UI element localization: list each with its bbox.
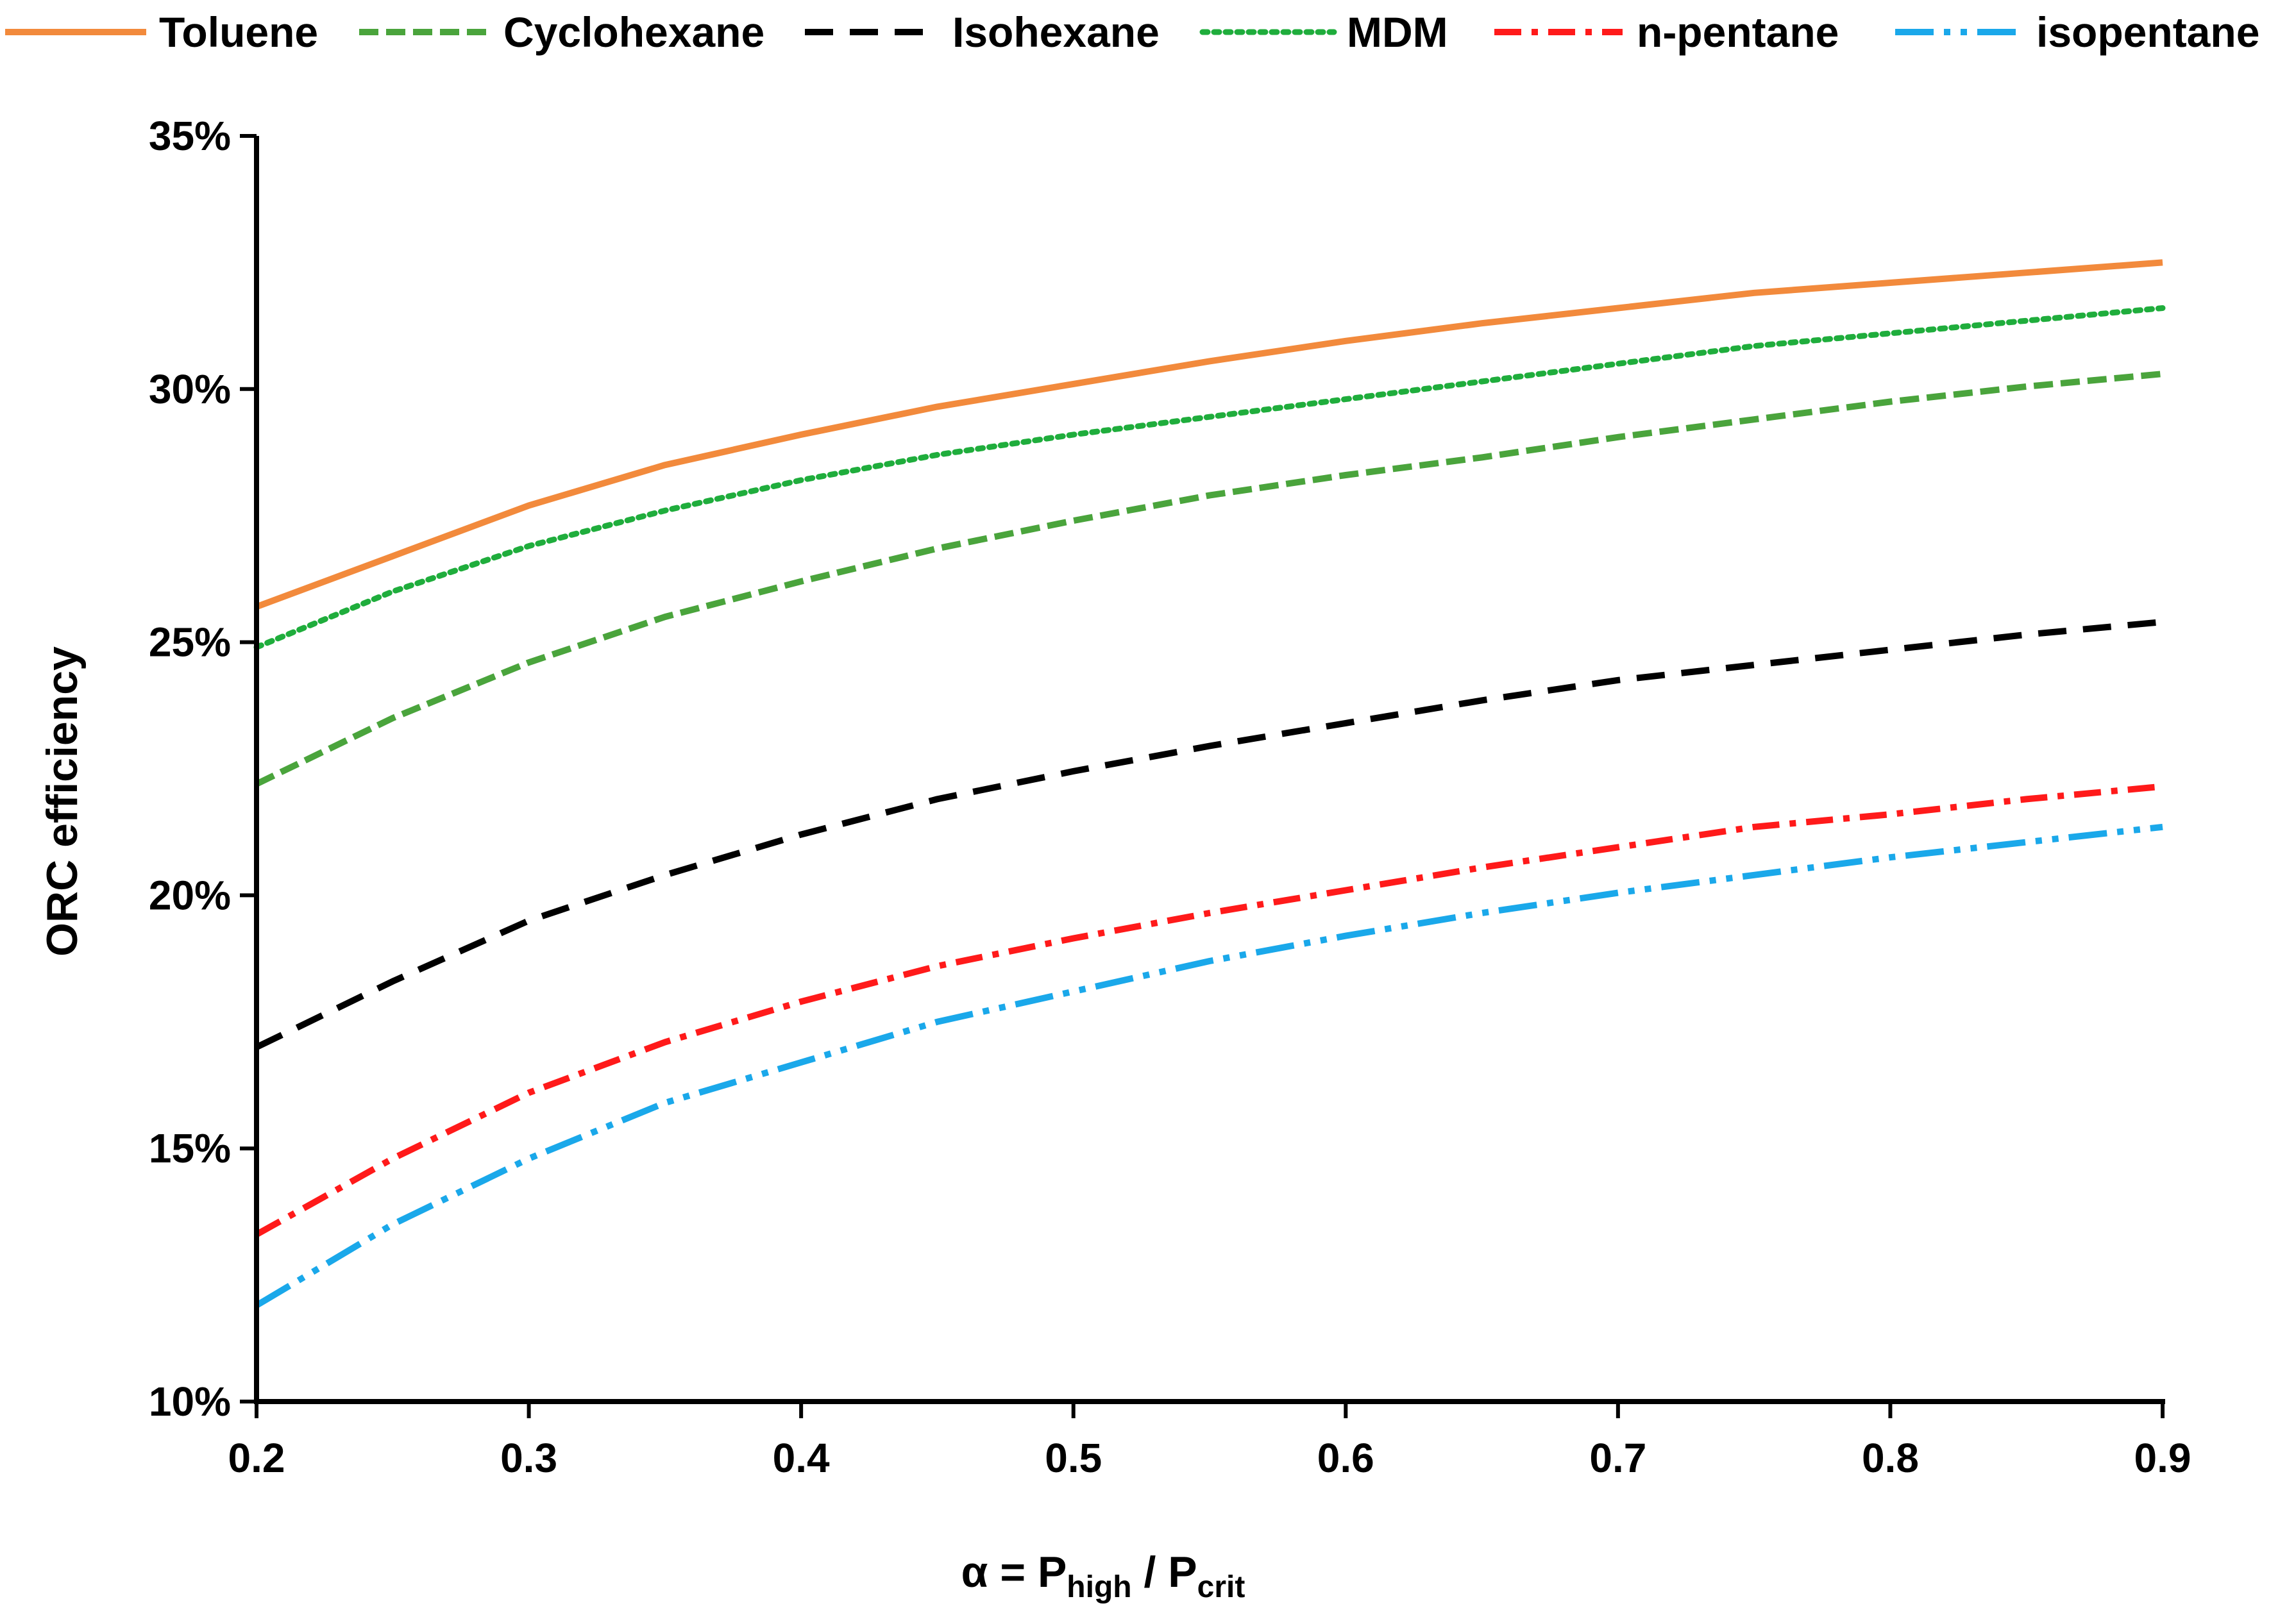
series-line-isohexane	[255, 619, 2163, 1050]
legend-label-n-pentane: n-pentane	[1637, 8, 1839, 56]
x-tick-label: 0.8	[1862, 1435, 1919, 1481]
axes: 10% 15% 20% 25% 30% 35% 0.2 0.3 0.4 0.5 0.6 0.7 0.8 0…	[149, 113, 2191, 1481]
legend: Toluene Cyclohexane Isohexane MDM n-pentane i…	[5, 8, 2259, 56]
y-tick-label: 25%	[149, 619, 231, 666]
series-line-n-pentane	[255, 783, 2163, 1237]
y-tick-label: 30%	[149, 366, 231, 412]
x-tick-label: 0.6	[1317, 1435, 1374, 1481]
y-axis-title: ORC efficiency	[38, 646, 87, 957]
x-axis-title: α = Phigh / Pcrit	[961, 1548, 1245, 1604]
y-tick-label: 20%	[149, 872, 231, 918]
x-tick-label: 0.5	[1045, 1435, 1102, 1481]
legend-label-isohexane: Isohexane	[952, 8, 1160, 56]
legend-label-isopentane: isopentane	[2036, 8, 2259, 56]
x-tick-label: 0.2	[228, 1435, 285, 1481]
x-tick-label: 0.7	[1589, 1435, 1646, 1481]
y-tick-label: 15%	[149, 1125, 231, 1171]
x-tick-label: 0.9	[2134, 1435, 2191, 1481]
legend-label-cyclohexane: Cyclohexane	[503, 8, 764, 56]
y-tick-label: 10%	[149, 1378, 231, 1425]
legend-label-toluene: Toluene	[159, 8, 318, 56]
x-tick-label: 0.4	[773, 1435, 830, 1481]
plot-area	[253, 259, 2166, 1309]
y-tick-label: 35%	[149, 113, 231, 159]
series-line-isopentane	[255, 823, 2163, 1309]
legend-label-mdm: MDM	[1347, 8, 1448, 56]
series-line-toluene	[255, 259, 2163, 610]
series-line-cyclohexane	[255, 371, 2163, 787]
series-line-mdm	[253, 305, 2166, 650]
x-tick-label: 0.3	[500, 1435, 557, 1481]
